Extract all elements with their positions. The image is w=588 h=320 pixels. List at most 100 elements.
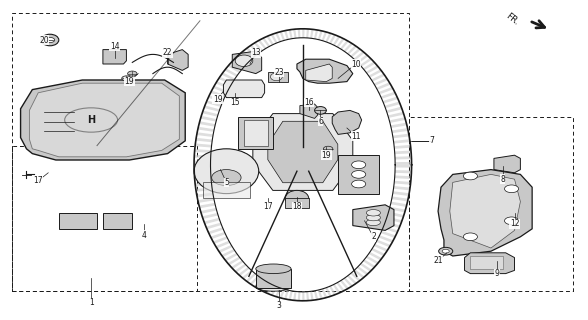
Polygon shape	[347, 275, 357, 284]
Polygon shape	[218, 77, 232, 84]
Ellipse shape	[439, 247, 453, 255]
Polygon shape	[314, 30, 318, 39]
Polygon shape	[389, 207, 406, 212]
Polygon shape	[383, 97, 398, 103]
Polygon shape	[253, 114, 353, 190]
Polygon shape	[353, 205, 394, 230]
Polygon shape	[222, 73, 235, 81]
Polygon shape	[279, 289, 285, 298]
Polygon shape	[390, 202, 407, 207]
Text: 16: 16	[304, 98, 313, 107]
Polygon shape	[376, 82, 390, 90]
Polygon shape	[289, 30, 293, 39]
Polygon shape	[196, 132, 213, 137]
Polygon shape	[195, 182, 212, 186]
Ellipse shape	[315, 107, 326, 114]
Polygon shape	[246, 273, 256, 282]
Text: 21: 21	[433, 256, 443, 265]
Polygon shape	[380, 92, 396, 99]
Ellipse shape	[505, 185, 519, 193]
Polygon shape	[262, 283, 270, 292]
Polygon shape	[393, 134, 409, 138]
Polygon shape	[357, 54, 368, 63]
Polygon shape	[336, 282, 345, 292]
Ellipse shape	[505, 217, 519, 225]
Polygon shape	[363, 260, 375, 268]
Polygon shape	[206, 223, 222, 229]
Polygon shape	[394, 181, 411, 185]
Polygon shape	[196, 188, 212, 192]
Polygon shape	[202, 213, 218, 219]
Polygon shape	[347, 45, 357, 54]
Ellipse shape	[366, 219, 380, 226]
Polygon shape	[394, 145, 411, 149]
Text: 15: 15	[230, 98, 240, 107]
Polygon shape	[198, 198, 214, 203]
Polygon shape	[242, 51, 253, 60]
Polygon shape	[389, 117, 406, 123]
Polygon shape	[232, 51, 262, 74]
Polygon shape	[343, 277, 353, 287]
Text: 22: 22	[163, 48, 172, 57]
Text: 5: 5	[224, 178, 229, 187]
Polygon shape	[386, 107, 402, 113]
Ellipse shape	[352, 161, 366, 169]
Polygon shape	[366, 65, 379, 74]
Polygon shape	[450, 174, 520, 248]
Polygon shape	[203, 182, 250, 198]
Polygon shape	[393, 191, 409, 196]
Text: 19: 19	[125, 77, 134, 86]
Text: 6: 6	[318, 117, 323, 126]
Polygon shape	[395, 150, 411, 154]
Ellipse shape	[235, 55, 253, 67]
Polygon shape	[353, 269, 365, 278]
Polygon shape	[329, 286, 336, 295]
Polygon shape	[196, 138, 212, 142]
Polygon shape	[379, 235, 393, 243]
Polygon shape	[343, 43, 353, 52]
Polygon shape	[204, 218, 220, 224]
Polygon shape	[332, 110, 362, 134]
Polygon shape	[395, 162, 412, 165]
Ellipse shape	[45, 37, 55, 43]
Polygon shape	[306, 29, 309, 38]
Ellipse shape	[352, 180, 366, 188]
Polygon shape	[238, 117, 273, 149]
Polygon shape	[270, 286, 278, 296]
Polygon shape	[465, 253, 514, 274]
Ellipse shape	[323, 146, 333, 151]
Ellipse shape	[194, 149, 259, 194]
Polygon shape	[293, 291, 296, 300]
Polygon shape	[393, 186, 410, 190]
Ellipse shape	[256, 264, 291, 274]
Polygon shape	[298, 292, 300, 301]
Text: 19: 19	[213, 95, 222, 104]
Text: 4: 4	[142, 231, 146, 240]
Polygon shape	[322, 289, 327, 298]
Polygon shape	[333, 36, 340, 45]
Polygon shape	[211, 232, 225, 239]
Text: 1: 1	[89, 298, 93, 307]
Text: 8: 8	[500, 175, 505, 184]
Polygon shape	[250, 45, 259, 54]
Text: 2: 2	[371, 232, 376, 241]
Polygon shape	[395, 156, 412, 159]
Polygon shape	[390, 123, 407, 128]
Polygon shape	[306, 292, 309, 301]
Polygon shape	[302, 292, 305, 301]
Polygon shape	[369, 69, 382, 78]
Polygon shape	[254, 42, 263, 52]
Polygon shape	[357, 266, 368, 275]
Polygon shape	[29, 83, 179, 157]
Polygon shape	[318, 31, 323, 40]
Polygon shape	[379, 87, 393, 94]
Ellipse shape	[285, 190, 309, 206]
Polygon shape	[213, 86, 228, 93]
Polygon shape	[266, 36, 274, 45]
Polygon shape	[103, 213, 132, 229]
Polygon shape	[258, 40, 266, 49]
Polygon shape	[322, 32, 327, 41]
Polygon shape	[314, 291, 318, 300]
Polygon shape	[194, 161, 211, 164]
Polygon shape	[231, 61, 243, 69]
